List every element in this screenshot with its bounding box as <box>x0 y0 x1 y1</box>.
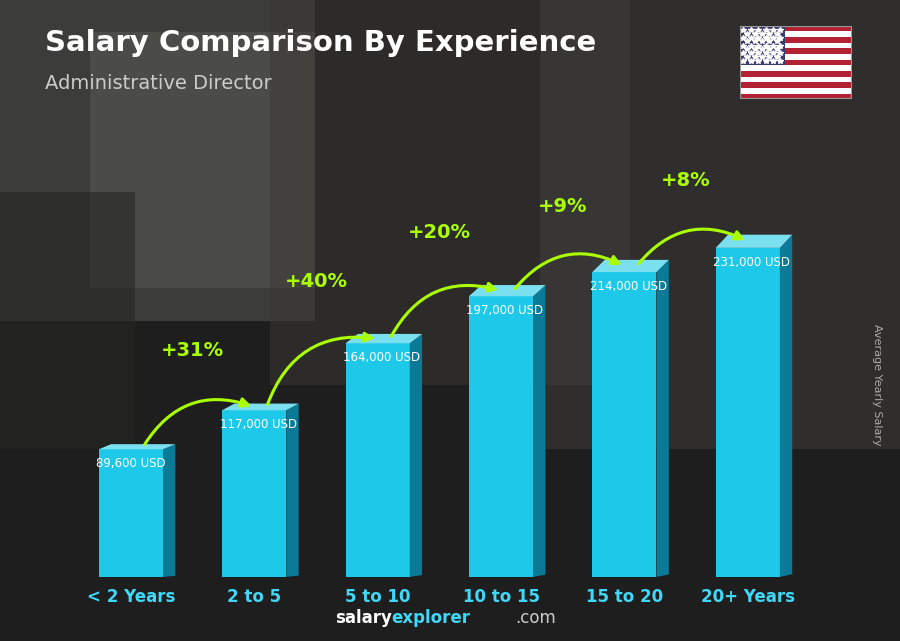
Text: 89,600 USD: 89,600 USD <box>96 457 166 470</box>
Polygon shape <box>656 260 669 577</box>
Polygon shape <box>592 260 669 272</box>
Bar <box>740 88 852 94</box>
Text: 117,000 USD: 117,000 USD <box>220 418 297 431</box>
Polygon shape <box>286 404 299 577</box>
Bar <box>740 48 852 54</box>
Text: Average Yearly Salary: Average Yearly Salary <box>872 324 883 445</box>
Polygon shape <box>163 444 176 577</box>
Text: Administrative Director: Administrative Director <box>45 74 272 93</box>
Polygon shape <box>780 235 792 577</box>
Bar <box>469 296 533 577</box>
Text: +40%: +40% <box>284 272 347 292</box>
Polygon shape <box>410 334 422 577</box>
Bar <box>740 60 852 65</box>
Bar <box>740 71 852 77</box>
Polygon shape <box>346 334 422 344</box>
Bar <box>540 0 900 449</box>
Text: +8%: +8% <box>662 171 711 190</box>
Bar <box>270 0 630 385</box>
Text: +31%: +31% <box>161 341 224 360</box>
Text: 231,000 USD: 231,000 USD <box>713 256 790 269</box>
Bar <box>592 272 656 577</box>
Polygon shape <box>222 404 299 410</box>
Text: .com: .com <box>515 609 555 627</box>
Bar <box>0 0 315 320</box>
Bar <box>740 77 852 82</box>
Text: 214,000 USD: 214,000 USD <box>590 279 667 293</box>
Polygon shape <box>469 285 545 296</box>
Bar <box>0 192 135 449</box>
Polygon shape <box>716 235 792 248</box>
Bar <box>740 31 852 37</box>
Polygon shape <box>533 285 545 577</box>
Bar <box>222 410 286 577</box>
Bar <box>740 26 785 65</box>
Bar <box>346 344 410 577</box>
Text: 164,000 USD: 164,000 USD <box>343 351 420 364</box>
Text: +9%: +9% <box>538 197 588 216</box>
Text: 197,000 USD: 197,000 USD <box>466 304 544 317</box>
Text: salary: salary <box>335 609 392 627</box>
Bar <box>740 82 852 88</box>
Bar <box>99 449 163 577</box>
Bar <box>740 94 852 99</box>
Bar <box>90 32 315 288</box>
Text: explorer: explorer <box>392 609 471 627</box>
Bar <box>740 65 852 71</box>
Bar <box>740 43 852 48</box>
Text: +20%: +20% <box>408 224 471 242</box>
Bar <box>716 248 780 577</box>
Text: Salary Comparison By Experience: Salary Comparison By Experience <box>45 29 596 57</box>
Bar <box>740 26 852 31</box>
Polygon shape <box>99 444 176 449</box>
Bar <box>740 37 852 43</box>
Bar <box>740 54 852 60</box>
